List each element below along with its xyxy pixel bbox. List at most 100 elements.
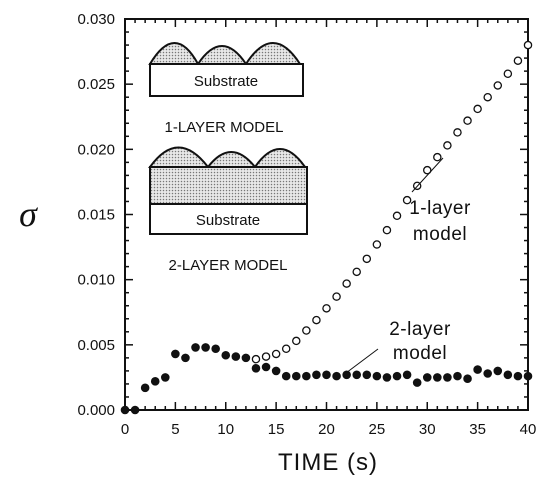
point-2-layer (412, 378, 422, 387)
y-tick-label: 0.015 (77, 207, 115, 224)
point-1-layer (362, 254, 372, 264)
point-1-layer (513, 56, 523, 65)
annotation-1-layer-line2: model (413, 224, 467, 245)
point-2-layer (251, 363, 261, 373)
point-2-layer (181, 353, 190, 363)
annotation-2-layer-line1: 2-layer (389, 319, 451, 340)
point-1-layer (332, 292, 341, 301)
point-2-layer (261, 362, 271, 372)
point-2-layer (281, 371, 291, 381)
point-1-layer (493, 81, 503, 90)
series-2-layer-model (120, 343, 533, 415)
x-tick-label: 15 (268, 421, 285, 438)
point-1-layer (503, 69, 513, 78)
point-2-layer (120, 405, 130, 415)
point-2-layer (433, 373, 442, 382)
point-2-layer (312, 370, 321, 380)
point-1-layer (352, 267, 361, 277)
point-1-layer (342, 279, 351, 288)
point-2-layer (372, 371, 382, 381)
inset-1-layer-bumps (148, 42, 302, 66)
point-1-layer (322, 304, 331, 313)
inset-2-layer-model: Substrate 2-LAYER MODEL (148, 146, 308, 274)
point-1-layer (453, 128, 462, 137)
point-2-layer (473, 365, 482, 374)
point-2-layer (463, 374, 472, 384)
y-axis-title: σ (19, 194, 38, 234)
point-2-layer (271, 366, 281, 376)
y-tick-label: 0.025 (77, 76, 115, 93)
point-2-layer (493, 366, 503, 376)
point-2-layer (201, 343, 210, 352)
point-2-layer (241, 353, 251, 363)
x-tick-label: 25 (369, 421, 386, 438)
x-tick-label: 35 (469, 421, 486, 438)
point-1-layer (422, 165, 432, 175)
point-2-layer (140, 383, 150, 393)
point-2-layer (211, 344, 220, 354)
point-2-layer (171, 349, 180, 359)
point-2-layer (402, 370, 412, 380)
point-2-layer (422, 373, 432, 382)
series-layer (120, 40, 533, 415)
annotation-2-layer-line2: model (393, 343, 447, 364)
point-1-layer (271, 349, 281, 359)
inset-2-layer-film (149, 166, 308, 205)
point-1-layer (392, 211, 402, 221)
series-1-layer-model (251, 40, 533, 364)
inset-2-layer-substrate (149, 203, 308, 235)
x-tick-label: 40 (520, 421, 537, 438)
point-2-layer (453, 371, 462, 381)
point-2-layer (382, 373, 392, 382)
point-2-layer (130, 405, 140, 415)
point-2-layer (483, 369, 493, 378)
point-1-layer (251, 354, 261, 364)
y-tick-label: 0.030 (77, 11, 115, 28)
point-2-layer (332, 371, 341, 381)
point-1-layer (292, 336, 301, 346)
x-tick-label: 0 (121, 421, 129, 438)
point-2-layer (191, 343, 200, 352)
point-2-layer (322, 370, 331, 380)
point-1-layer (382, 225, 392, 235)
inset-1-layer-substrate (149, 63, 304, 97)
point-1-layer (302, 326, 311, 335)
point-2-layer (342, 370, 351, 380)
y-tick-label: 0.005 (77, 337, 115, 354)
annotation-1-layer: 1-layer model (409, 157, 471, 245)
point-2-layer (392, 371, 402, 381)
point-2-layer (150, 377, 160, 386)
inset-1-layer-substrate-label: Substrate (194, 73, 258, 90)
inset-1-layer-model: Substrate 1-LAYER MODEL (148, 42, 304, 136)
annotation-1-layer-leader (411, 157, 444, 193)
point-1-layer (312, 315, 321, 325)
point-2-layer (362, 370, 372, 380)
point-2-layer (231, 352, 241, 361)
x-tick-label: 20 (318, 421, 335, 438)
y-tick-label: 0.000 (77, 402, 115, 419)
point-1-layer (523, 40, 533, 50)
point-1-layer (443, 141, 452, 150)
point-1-layer (473, 104, 482, 114)
annotation-2-layer-leader (345, 348, 379, 374)
point-2-layer (503, 370, 513, 380)
point-2-layer (291, 371, 301, 381)
point-1-layer (483, 92, 492, 102)
annotation-1-layer-line1: 1-layer (409, 198, 471, 219)
point-2-layer (161, 373, 170, 382)
point-1-layer (281, 344, 291, 353)
point-2-layer (513, 371, 523, 381)
axis-tick-labels: 0 5 10 15 20 25 30 35 40 0.000 0.005 0.010 0.015 0.02… (77, 11, 536, 438)
y-tick-label: 0.020 (77, 141, 115, 158)
inset-1-layer-caption: 1-LAYER MODEL (165, 119, 284, 136)
x-axis-title: TIME (s) (278, 449, 378, 476)
point-1-layer (372, 240, 382, 249)
point-1-layer (402, 195, 412, 205)
x-tick-label: 5 (171, 421, 179, 438)
inset-2-layer-bumps (148, 146, 307, 169)
point-2-layer (352, 370, 362, 380)
point-2-layer (221, 350, 231, 360)
annotation-2-layer: 2-layer model (345, 319, 451, 374)
point-1-layer (463, 116, 472, 125)
